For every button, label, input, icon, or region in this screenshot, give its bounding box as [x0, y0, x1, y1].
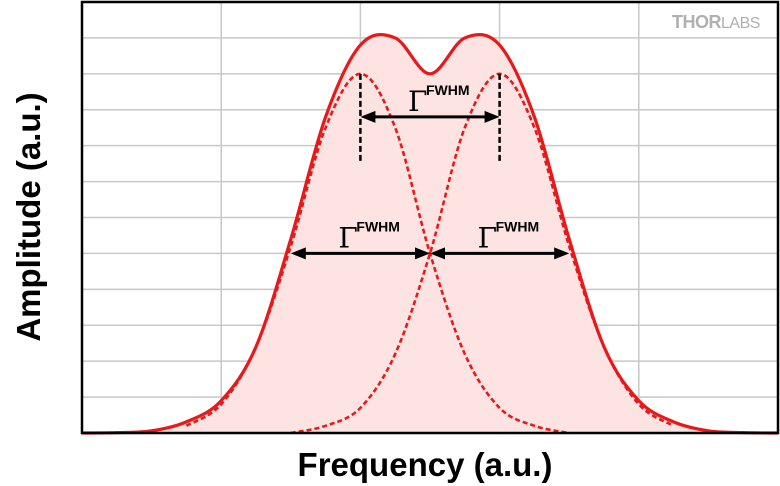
logo-text-thor: THOR — [672, 12, 721, 32]
fwhm-arrowhead-left — [430, 247, 445, 260]
plot-frame — [80, 0, 780, 435]
envelope-curve — [81, 33, 779, 435]
x-axis-title: Frequency (a.u.) — [298, 446, 553, 483]
fwhm-label-superscript: FWHM — [356, 218, 400, 234]
y-axis-title: Amplitude (a.u.) — [10, 92, 47, 341]
thorlabs-logo: THORLABS — [668, 6, 774, 36]
logo-text-labs: LABS — [721, 15, 760, 32]
fwhm-label-gamma: Γ — [338, 221, 357, 254]
fwhm-arrowhead-right — [484, 110, 500, 123]
fwhm-arrowhead-left — [360, 110, 376, 123]
fwhm-arrowhead-left — [290, 247, 306, 260]
fwhm-arrowhead-right — [415, 247, 430, 260]
fwhm-label-superscript: FWHM — [426, 82, 470, 98]
fwhm-label-superscript: FWHM — [496, 218, 540, 234]
fwhm-arrowhead-right — [554, 247, 570, 260]
fwhm-label-gamma: Γ — [478, 221, 497, 254]
svg-text:THORLABS: THORLABS — [672, 12, 760, 32]
fwhm-label-gamma: Γ — [408, 85, 427, 118]
envelope-fill — [82, 34, 778, 433]
